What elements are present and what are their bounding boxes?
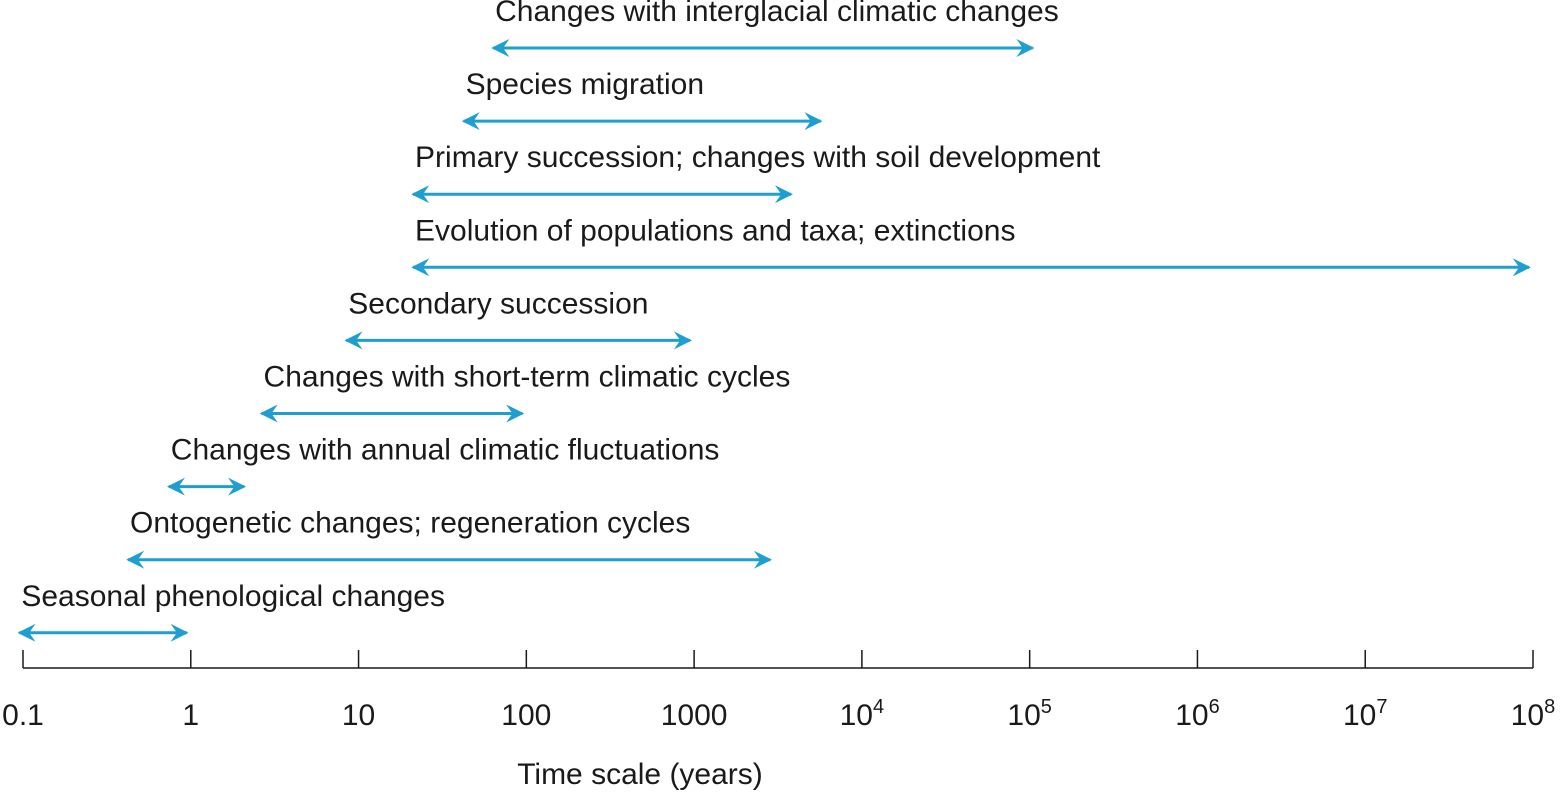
x-tick-label-base: 100 bbox=[501, 699, 551, 732]
x-tick-label-exponent: 7 bbox=[1376, 696, 1387, 718]
x-tick-label: 0.1 bbox=[2, 699, 44, 732]
x-tick-label: 105 bbox=[1007, 696, 1052, 732]
range-item: Ontogenetic changes; regeneration cycles bbox=[126, 507, 772, 569]
x-tick-label: 100 bbox=[501, 699, 551, 732]
range-item: Secondary succession bbox=[344, 287, 692, 350]
x-tick-label: 106 bbox=[1175, 696, 1220, 732]
x-tick-label-exponent: 6 bbox=[1209, 696, 1220, 718]
x-tick-label-base: 1 bbox=[182, 699, 199, 732]
range-label: Secondary succession bbox=[348, 287, 648, 320]
x-tick-label: 108 bbox=[1511, 696, 1556, 732]
range-item: Species migration bbox=[461, 68, 823, 131]
range-item: Seasonal phenological changes bbox=[17, 580, 445, 642]
range-label: Primary succession; changes with soil de… bbox=[415, 141, 1101, 174]
range-item: Changes with annual climatic fluctuation… bbox=[166, 434, 720, 496]
x-tick-label-base: 10 bbox=[1343, 699, 1376, 732]
range-item: Changes with short-term climatic cycles bbox=[259, 361, 791, 423]
x-tick-label: 107 bbox=[1343, 696, 1388, 732]
x-tick-label: 104 bbox=[840, 696, 885, 732]
range-label: Changes with interglacial climatic chang… bbox=[495, 0, 1059, 28]
x-tick-label-base: 10 bbox=[1511, 699, 1544, 732]
x-tick-label-base: 10 bbox=[1007, 699, 1040, 732]
x-tick-label-exponent: 5 bbox=[1041, 696, 1052, 718]
x-tick-label-base: 10 bbox=[1175, 699, 1208, 732]
range-item: Evolution of populations and taxa; extin… bbox=[411, 214, 1531, 277]
range-label: Changes with short-term climatic cycles bbox=[264, 361, 791, 394]
range-item: Changes with interglacial climatic chang… bbox=[491, 0, 1059, 57]
x-tick-label: 1000 bbox=[661, 699, 728, 732]
x-tick-label-base: 10 bbox=[840, 699, 873, 732]
x-tick-label: 10 bbox=[342, 699, 375, 732]
x-tick-label-base: 10 bbox=[342, 699, 375, 732]
x-tick-label-exponent: 8 bbox=[1544, 696, 1555, 718]
x-tick-label-base: 0.1 bbox=[2, 699, 44, 732]
range-item: Primary succession; changes with soil de… bbox=[411, 141, 1101, 204]
x-tick-label: 1 bbox=[182, 699, 199, 732]
range-label: Seasonal phenological changes bbox=[21, 580, 445, 613]
range-label: Species migration bbox=[466, 68, 704, 101]
x-tick-label-exponent: 4 bbox=[873, 696, 884, 718]
range-label: Changes with annual climatic fluctuation… bbox=[171, 434, 720, 467]
x-axis-title: Time scale (years) bbox=[517, 758, 763, 791]
range-label: Evolution of populations and taxa; extin… bbox=[415, 214, 1015, 247]
range-label: Ontogenetic changes; regeneration cycles bbox=[130, 507, 690, 540]
x-tick-label-base: 1000 bbox=[661, 699, 728, 732]
